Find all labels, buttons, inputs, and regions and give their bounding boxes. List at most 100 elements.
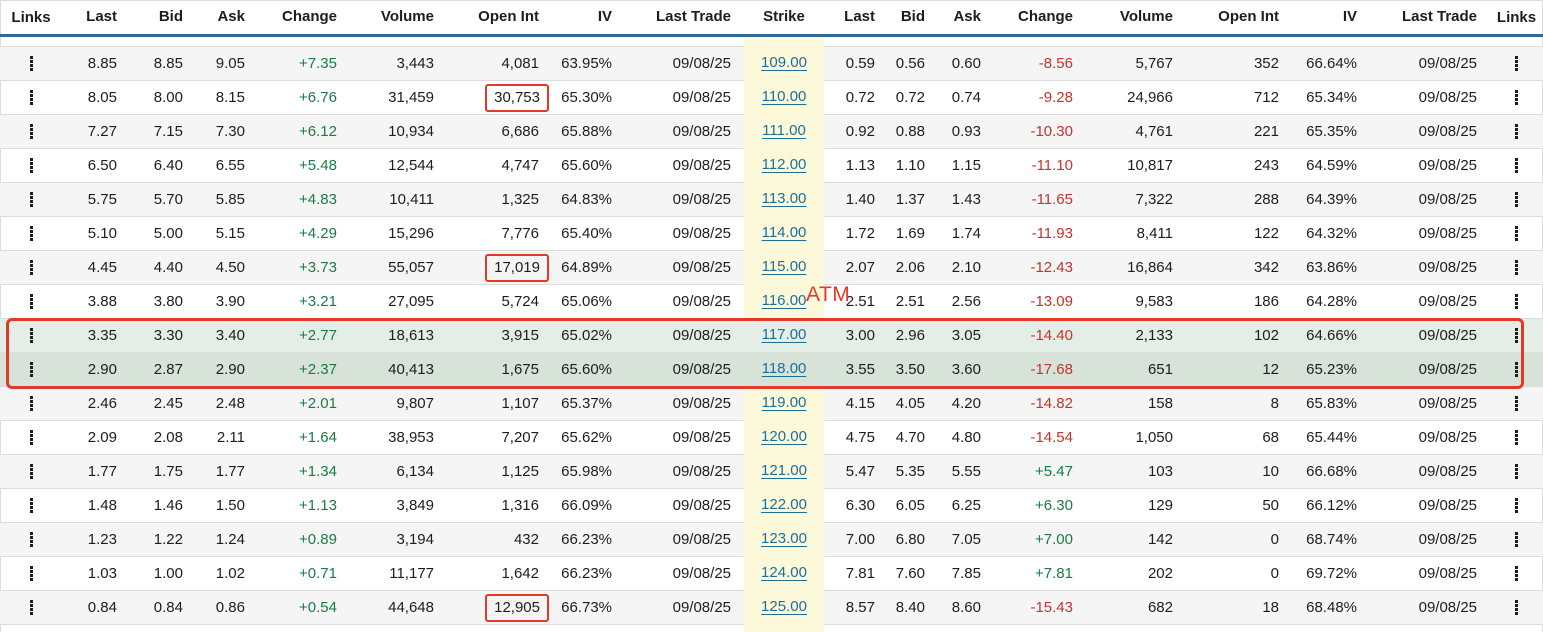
links-menu-kebab-icon[interactable] — [29, 294, 33, 309]
links-menu-kebab-icon[interactable] — [1515, 464, 1518, 479]
put-change-cell: -13.09 — [994, 284, 1086, 318]
links-menu-kebab-icon[interactable] — [29, 90, 33, 105]
links-menu-kebab-icon[interactable] — [1515, 124, 1518, 139]
strike-link[interactable]: 116.00 — [761, 292, 807, 309]
call-bid-cell: 1.22 — [130, 522, 196, 556]
links-menu-kebab-icon[interactable] — [29, 226, 33, 241]
links-menu-kebab-icon[interactable] — [1515, 158, 1518, 173]
col-header-links: Links — [1496, 8, 1537, 26]
links-menu-kebab-icon[interactable] — [1515, 294, 1518, 309]
call-open_int-cell: 12,905 — [447, 590, 552, 625]
links-menu-kebab-icon[interactable] — [1515, 600, 1518, 615]
call-bid-cell: 8.00 — [130, 80, 196, 114]
col-header-last-trade: Last Trade — [655, 8, 731, 25]
strike-link[interactable]: 120.00 — [761, 428, 807, 445]
links-menu-kebab-icon[interactable] — [29, 158, 33, 173]
links-menu-kebab-icon[interactable] — [29, 260, 33, 275]
strike-link[interactable]: 119.00 — [761, 394, 807, 411]
strike-cell: 120.00 — [744, 420, 824, 454]
put-change-cell: -12.43 — [994, 250, 1086, 284]
col-header-open-int: Open Int — [1218, 8, 1279, 25]
put-links-cell — [1490, 318, 1543, 352]
links-menu-kebab-icon[interactable] — [1515, 90, 1518, 105]
links-menu-kebab-icon[interactable] — [1515, 192, 1518, 207]
put-links-cell — [1490, 454, 1543, 488]
put-last-cell: 8.57 — [824, 590, 888, 625]
table-header-row: Links Last Bid Ask Change Volume Open Int IV Las… — [0, 0, 1543, 37]
links-menu-kebab-icon[interactable] — [1515, 56, 1518, 71]
strike-link[interactable]: 113.00 — [761, 190, 807, 207]
links-menu-kebab-icon[interactable] — [29, 192, 33, 207]
call-change-cell: +4.29 — [258, 216, 350, 250]
strike-link[interactable]: 121.00 — [761, 462, 807, 479]
call-last-cell: 2.46 — [62, 386, 130, 420]
links-menu-kebab-icon[interactable] — [29, 362, 33, 377]
links-menu-kebab-icon[interactable] — [29, 430, 33, 445]
put-volume-cell: 4,761 — [1086, 114, 1186, 148]
put-links-cell — [1490, 522, 1543, 556]
strike-link[interactable]: 112.00 — [761, 156, 807, 173]
strike-link[interactable]: 114.00 — [761, 224, 807, 241]
option-row: 8.85 8.85 9.05 +7.35 3,443 4,081 63.95% 09/08/2… — [0, 46, 1543, 80]
call-volume-cell: 12,544 — [350, 148, 447, 182]
links-menu-kebab-icon[interactable] — [1515, 532, 1518, 547]
strike-cell: 117.00 — [744, 318, 824, 352]
links-menu-kebab-icon[interactable] — [1515, 430, 1518, 445]
links-menu-kebab-icon[interactable] — [29, 498, 33, 513]
links-menu-kebab-icon[interactable] — [1515, 260, 1518, 275]
strike-link[interactable]: 109.00 — [761, 54, 807, 71]
links-menu-kebab-icon[interactable] — [29, 566, 33, 581]
links-menu-kebab-icon[interactable] — [29, 396, 33, 411]
links-menu-kebab-icon[interactable] — [1515, 396, 1518, 411]
strike-link[interactable]: 122.00 — [761, 496, 807, 513]
call-ask-cell: 2.90 — [196, 352, 258, 386]
put-ask-cell: 2.10 — [938, 250, 994, 284]
put-change-cell: +7.00 — [994, 522, 1086, 556]
links-menu-kebab-icon[interactable] — [29, 600, 33, 615]
option-row: 1.48 1.46 1.50 +1.13 3,849 1,316 66.09% 09/08/2… — [0, 488, 1543, 522]
strike-cell: 122.00 — [744, 488, 824, 522]
call-links-cell — [0, 590, 62, 625]
put-iv-cell: 68.74% — [1292, 522, 1370, 556]
strike-link[interactable]: 124.00 — [761, 564, 807, 581]
strike-link[interactable]: 117.00 — [761, 326, 807, 343]
strike-link[interactable]: 125.00 — [761, 598, 807, 615]
links-menu-kebab-icon[interactable] — [29, 328, 33, 343]
call-ask-cell: 2.11 — [196, 420, 258, 454]
call-volume-cell: 9,807 — [350, 386, 447, 420]
put-links-cell — [1490, 114, 1543, 148]
put-last-cell: 5.47 — [824, 454, 888, 488]
put-links-cell — [1490, 182, 1543, 216]
strike-link[interactable]: 110.00 — [761, 88, 807, 105]
call-last_trade-cell: 09/08/25 — [625, 420, 744, 454]
call-volume-cell: 40,413 — [350, 352, 447, 386]
put-change-cell: -11.65 — [994, 182, 1086, 216]
call-links-cell — [0, 488, 62, 522]
put-volume-cell: 7,322 — [1086, 182, 1186, 216]
call-bid-cell: 8.85 — [130, 46, 196, 80]
links-menu-kebab-icon[interactable] — [1515, 226, 1518, 241]
col-header-ask: Ask — [217, 8, 245, 25]
strike-link[interactable]: 123.00 — [761, 530, 807, 547]
strike-link[interactable]: 115.00 — [761, 258, 807, 275]
strike-link[interactable]: 118.00 — [761, 360, 807, 377]
links-menu-kebab-icon[interactable] — [1515, 566, 1518, 581]
links-menu-kebab-icon[interactable] — [29, 464, 33, 479]
put-open_int-cell: 18 — [1186, 590, 1292, 625]
put-volume-cell: 8,411 — [1086, 216, 1186, 250]
links-menu-kebab-icon[interactable] — [1515, 328, 1518, 343]
call-ask-cell: 9.05 — [196, 46, 258, 80]
put-change-cell: -9.28 — [994, 80, 1086, 114]
links-menu-kebab-icon[interactable] — [1515, 498, 1518, 513]
col-header-last: Last — [844, 8, 875, 25]
links-menu-kebab-icon[interactable] — [1515, 362, 1518, 377]
links-menu-kebab-icon[interactable] — [29, 532, 33, 547]
links-menu-kebab-icon[interactable] — [29, 56, 33, 71]
put-links-cell — [1490, 80, 1543, 114]
strike-link[interactable]: 111.00 — [762, 122, 806, 139]
call-open_int-cell: 7,776 — [447, 216, 552, 250]
call-bid-cell: 1.46 — [130, 488, 196, 522]
links-menu-kebab-icon[interactable] — [29, 124, 33, 139]
call-volume-cell: 31,459 — [350, 80, 447, 114]
call-last_trade-cell: 09/08/25 — [625, 250, 744, 284]
